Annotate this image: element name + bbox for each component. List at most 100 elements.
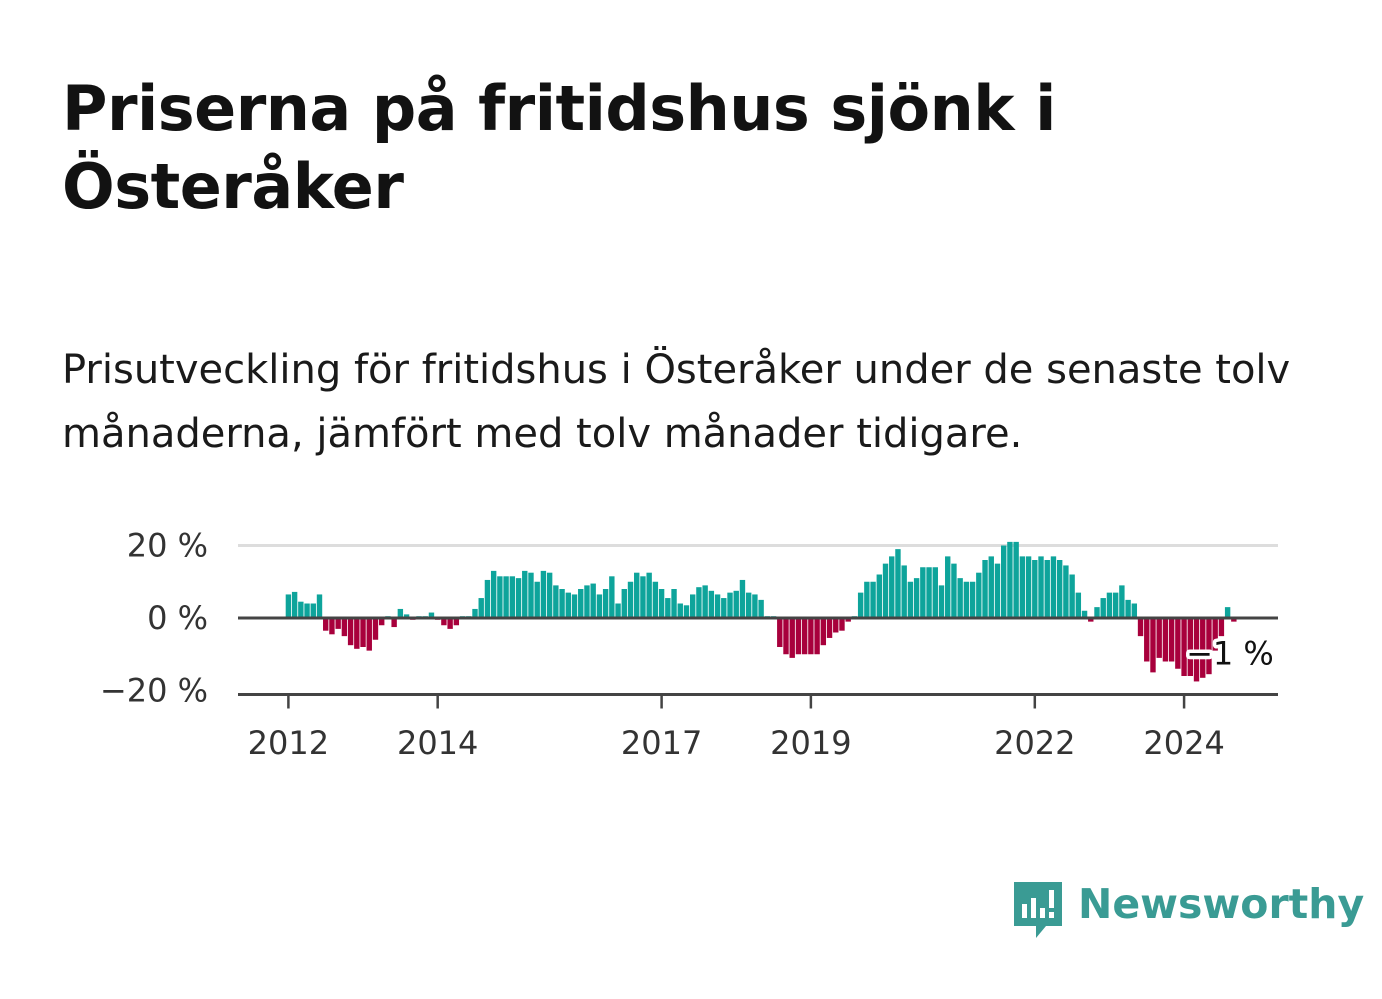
bar	[969, 581, 976, 618]
bar	[379, 618, 385, 626]
bar	[665, 598, 671, 618]
bar	[403, 614, 410, 619]
bar	[976, 572, 982, 618]
bar	[640, 576, 646, 618]
bar	[721, 598, 727, 618]
bar	[882, 563, 889, 619]
bar	[907, 581, 914, 618]
bar	[515, 578, 522, 619]
bar	[522, 570, 528, 619]
bar	[540, 570, 547, 619]
bar	[441, 618, 447, 626]
bar	[727, 592, 733, 619]
bar	[1119, 585, 1125, 619]
bar	[1088, 618, 1094, 622]
bar	[310, 603, 316, 618]
bar	[453, 618, 460, 626]
bar	[1156, 618, 1162, 658]
bar	[584, 585, 590, 619]
bar	[397, 608, 404, 618]
bar	[733, 590, 739, 618]
bar	[1094, 607, 1100, 619]
bar	[366, 618, 372, 651]
bar	[1038, 556, 1044, 619]
bar	[895, 549, 901, 619]
bar	[1206, 618, 1212, 675]
bar	[745, 592, 752, 619]
bar	[329, 618, 335, 635]
bar	[1025, 556, 1032, 619]
bar	[291, 591, 298, 618]
bar	[1112, 592, 1119, 619]
label-layer: 20 % 0 % −20 % 2012 2014 2017 2019 2022 2024 −1 %…	[100, 527, 1277, 763]
bar	[913, 578, 920, 619]
bar	[1081, 610, 1088, 618]
bar	[752, 594, 758, 618]
bar	[1231, 618, 1237, 622]
x-tick-label: 2017	[621, 724, 702, 762]
bar	[1100, 598, 1106, 618]
bar	[820, 618, 827, 646]
bar	[696, 587, 702, 618]
newsworthy-logo[interactable]: Newsworthy	[1012, 880, 1364, 942]
bar	[1224, 607, 1231, 619]
bar	[347, 618, 354, 646]
bar	[920, 567, 926, 618]
bar	[889, 556, 895, 619]
bar	[963, 581, 970, 618]
bar	[428, 612, 435, 618]
bar	[621, 589, 627, 618]
bar	[565, 592, 571, 619]
bar	[739, 579, 746, 618]
bar	[316, 594, 323, 618]
bar	[509, 576, 516, 618]
bar	[677, 603, 683, 618]
bar	[1050, 556, 1057, 619]
bar	[1063, 565, 1069, 618]
bar	[391, 618, 397, 628]
y-tick-label: 0 %	[147, 599, 208, 637]
bar	[957, 578, 963, 619]
bar	[546, 572, 553, 618]
bar	[857, 592, 864, 619]
bar	[814, 618, 820, 655]
bar	[1007, 541, 1013, 619]
bar	[1019, 556, 1026, 619]
bar	[1131, 603, 1138, 618]
chart-title: Priserna på fritidshus sjönk i Österåker	[62, 72, 1056, 223]
bar	[372, 618, 379, 640]
bar	[553, 585, 559, 619]
bar	[795, 618, 802, 655]
bar	[1200, 618, 1206, 678]
bar	[652, 581, 659, 618]
newsworthy-logo-icon	[1014, 882, 1062, 938]
bar	[503, 576, 509, 618]
bar	[323, 618, 329, 631]
bar	[1187, 618, 1193, 676]
bar	[1162, 618, 1169, 662]
bar	[472, 608, 478, 618]
bar	[833, 618, 839, 633]
bar	[876, 574, 882, 618]
end-value-label: −1 %	[1186, 635, 1274, 673]
bar	[447, 618, 453, 629]
bar	[534, 581, 540, 618]
bar	[1175, 618, 1181, 669]
bar	[945, 556, 951, 619]
bar	[938, 585, 945, 619]
bar	[932, 567, 938, 618]
bar	[304, 603, 310, 618]
bar	[714, 594, 721, 618]
bar	[1144, 618, 1150, 662]
bar	[615, 603, 621, 618]
bar	[590, 583, 596, 618]
x-tick-label: 2024	[1143, 724, 1224, 762]
bar	[683, 605, 690, 618]
bar	[708, 590, 715, 618]
bar	[1013, 541, 1019, 619]
bar	[354, 618, 360, 649]
bar	[994, 563, 1001, 619]
bar	[1181, 618, 1187, 676]
bar	[484, 579, 491, 618]
bar	[596, 594, 603, 618]
